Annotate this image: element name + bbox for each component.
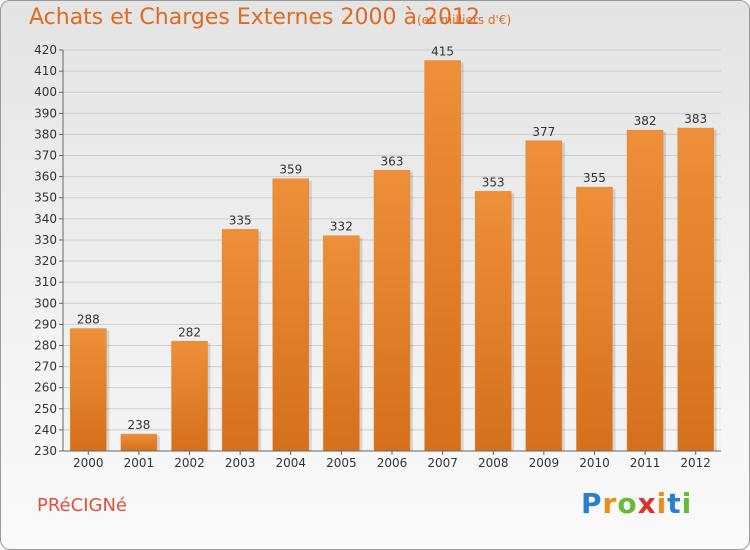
commune-name: PRéCIGNé <box>37 495 127 516</box>
proxiti-logo: Proxiti <box>581 487 692 520</box>
y-tick-label: 400 <box>34 85 57 99</box>
y-tick-label: 360 <box>34 170 57 184</box>
y-tick-label: 290 <box>34 317 57 331</box>
x-tick-label: 2002 <box>174 456 205 470</box>
y-tick-label: 370 <box>34 149 57 163</box>
bar <box>677 127 714 452</box>
bar <box>323 235 360 452</box>
data-label: 332 <box>330 220 353 234</box>
data-label: 377 <box>532 125 555 139</box>
x-tick-label: 2012 <box>680 456 711 470</box>
bar <box>525 140 563 452</box>
logo-letter: x <box>637 487 657 520</box>
data-label: 355 <box>583 171 606 185</box>
x-tick-label: 2009 <box>529 456 560 470</box>
y-tick-label: 320 <box>34 254 57 268</box>
bar <box>424 60 461 452</box>
bar <box>272 178 310 452</box>
y-tick-label: 250 <box>34 402 57 416</box>
data-label: 288 <box>77 313 100 327</box>
y-tick-label: 230 <box>34 444 57 458</box>
chart-title: Achats et Charges Externes 2000 à 2012 <box>29 5 480 30</box>
data-label: 353 <box>482 175 505 189</box>
data-label: 383 <box>684 112 707 126</box>
data-label: 238 <box>127 418 150 432</box>
bar <box>70 328 107 452</box>
bar <box>576 186 613 452</box>
x-tick-label: 2006 <box>377 456 408 470</box>
data-label: 382 <box>634 114 657 128</box>
y-tick-label: 240 <box>34 423 57 437</box>
x-tick-label: 2011 <box>630 456 661 470</box>
bar <box>626 129 664 452</box>
y-tick-label: 260 <box>34 381 57 395</box>
data-label: 335 <box>229 213 252 227</box>
bar <box>120 433 158 452</box>
x-tick-label: 2005 <box>326 456 357 470</box>
y-tick-label: 390 <box>34 106 57 120</box>
x-tick-label: 2003 <box>225 456 256 470</box>
x-tick-label: 2007 <box>427 456 458 470</box>
y-tick-label: 310 <box>34 275 57 289</box>
y-tick-label: 380 <box>34 127 57 141</box>
y-tick-label: 330 <box>34 233 57 247</box>
logo-letter: r <box>602 487 618 520</box>
logo-letter: t <box>667 487 682 520</box>
logo-letter: P <box>581 487 603 520</box>
bar <box>474 191 512 452</box>
logo-letter: o <box>617 487 638 520</box>
y-tick-label: 280 <box>34 338 57 352</box>
y-tick-label: 350 <box>34 191 57 205</box>
bar <box>373 170 411 452</box>
data-label: 415 <box>431 45 454 59</box>
bar <box>171 341 208 452</box>
y-tick-label: 410 <box>34 64 57 78</box>
y-tick-label: 270 <box>34 360 57 374</box>
bar <box>221 229 259 452</box>
data-label: 282 <box>178 325 201 339</box>
x-tick-label: 2001 <box>124 456 155 470</box>
chart-subtitle: (en milliers d'€) <box>417 13 512 27</box>
x-tick-label: 2004 <box>275 456 306 470</box>
data-label: 359 <box>279 163 302 177</box>
y-tick-label: 300 <box>34 296 57 310</box>
x-tick-label: 2008 <box>478 456 509 470</box>
data-label: 363 <box>381 154 404 168</box>
x-tick-label: 2000 <box>73 456 104 470</box>
y-tick-label: 420 <box>34 43 57 57</box>
y-tick-label: 340 <box>34 212 57 226</box>
logo-letter: i <box>656 487 668 520</box>
logo-letter: i <box>681 487 693 520</box>
x-tick-label: 2010 <box>579 456 610 470</box>
